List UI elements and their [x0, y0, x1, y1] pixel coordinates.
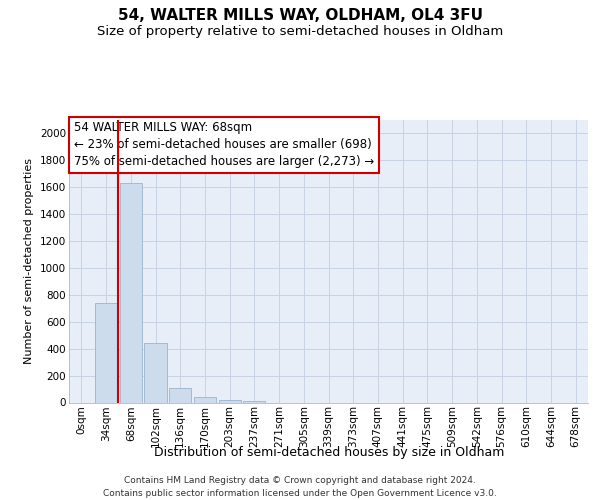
Text: Distribution of semi-detached houses by size in Oldham: Distribution of semi-detached houses by … — [154, 446, 504, 459]
Bar — [169, 388, 191, 402]
Text: Size of property relative to semi-detached houses in Oldham: Size of property relative to semi-detach… — [97, 25, 503, 38]
Bar — [95, 303, 117, 402]
Y-axis label: Number of semi-detached properties: Number of semi-detached properties — [25, 158, 34, 364]
Text: 54, WALTER MILLS WAY, OLDHAM, OL4 3FU: 54, WALTER MILLS WAY, OLDHAM, OL4 3FU — [118, 8, 482, 22]
Text: Contains HM Land Registry data © Crown copyright and database right 2024.
Contai: Contains HM Land Registry data © Crown c… — [103, 476, 497, 498]
Bar — [119, 183, 142, 402]
Bar — [194, 398, 216, 402]
Bar — [218, 400, 241, 402]
Bar — [145, 344, 167, 402]
Bar — [243, 401, 265, 402]
Text: 54 WALTER MILLS WAY: 68sqm
← 23% of semi-detached houses are smaller (698)
75% o: 54 WALTER MILLS WAY: 68sqm ← 23% of semi… — [74, 122, 374, 168]
